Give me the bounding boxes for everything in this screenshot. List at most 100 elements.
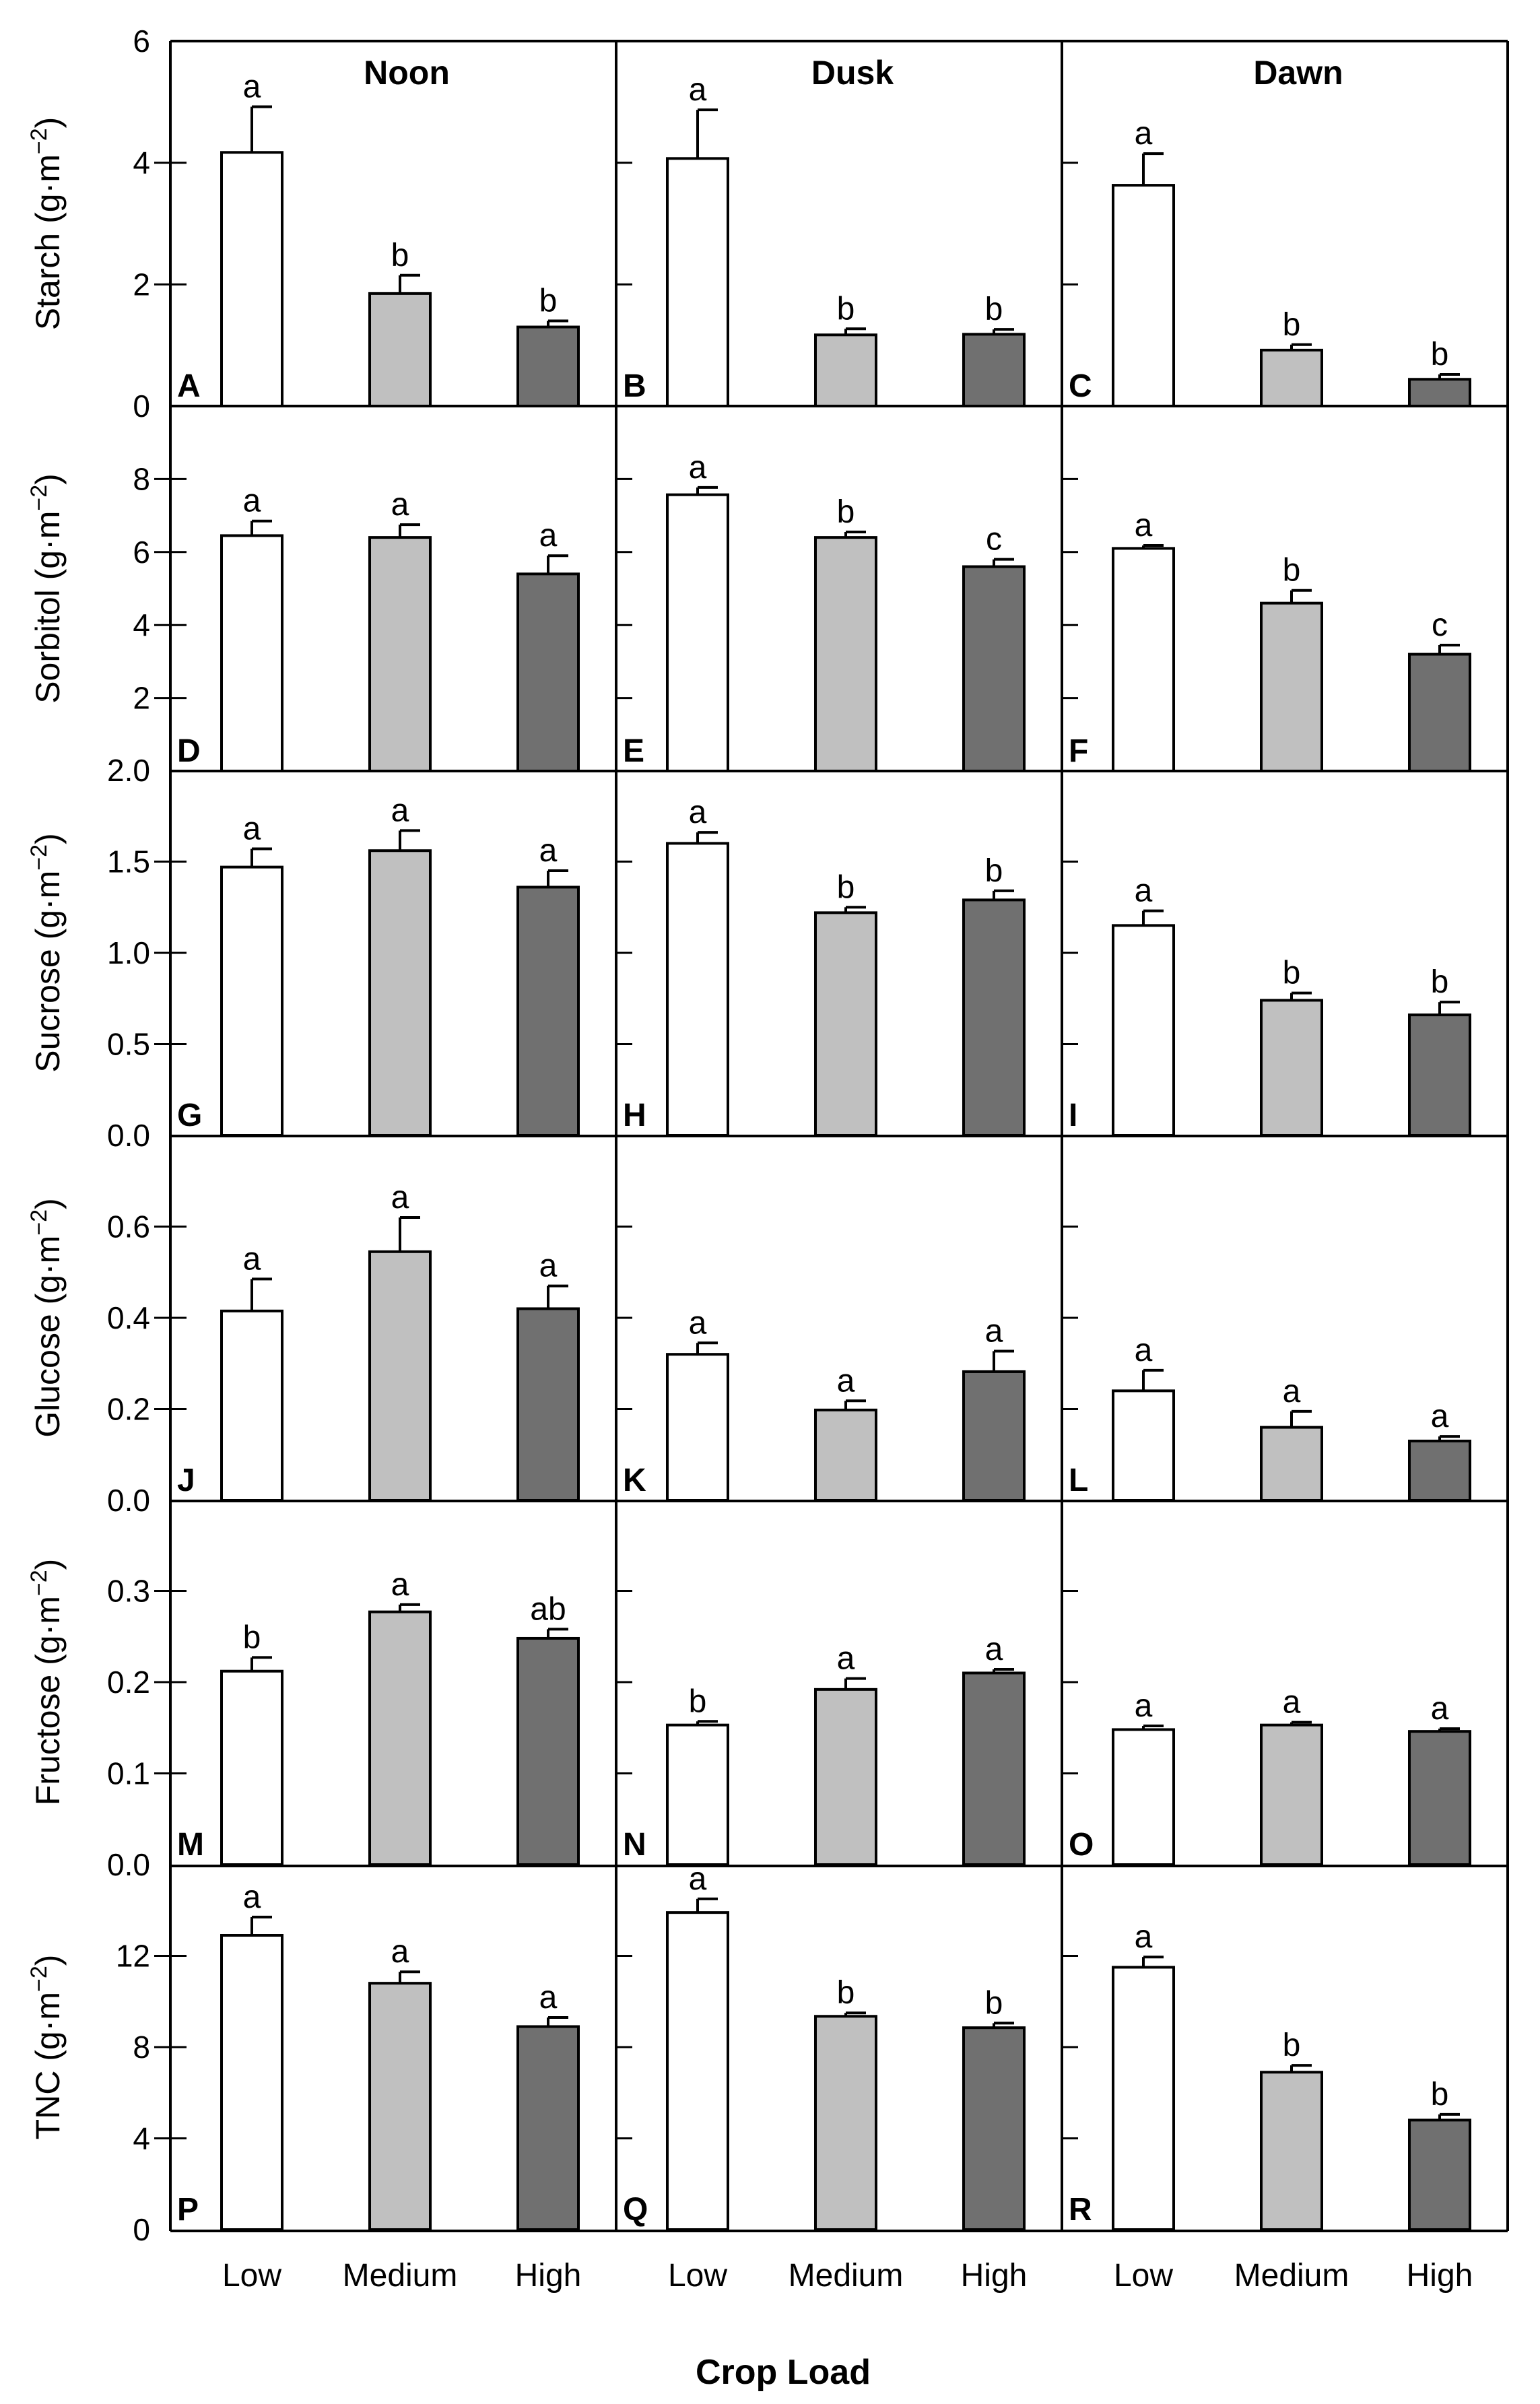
significance-letter: b: [1431, 2077, 1449, 2112]
bar-high: [1408, 1439, 1471, 1502]
panel-P: a a a P: [177, 1879, 580, 2231]
significance-letter: a: [391, 487, 409, 523]
y-axis-label-sorbitol: Sorbitol (g·m−2): [26, 473, 67, 704]
panel-letter: C: [1069, 368, 1092, 404]
panel-letter: B: [623, 368, 646, 404]
panel-letter: A: [177, 368, 201, 404]
panel-Q: ab bQ: [623, 1861, 1026, 2232]
panel-O: a a a O: [1069, 1685, 1471, 1867]
significance-letter: b: [985, 853, 1003, 889]
y-tick-label: 0.3: [107, 1574, 150, 1609]
y-tick-label: 4: [133, 145, 150, 180]
significance-letter: a: [539, 1248, 558, 1284]
bar-medium: [368, 1982, 432, 2231]
significance-letter: a: [837, 1363, 855, 1399]
bar-low: [1112, 1966, 1175, 2231]
y-tick-label: 1.5: [107, 844, 150, 879]
bar-low: [666, 493, 729, 772]
bar-high: [516, 1307, 580, 1502]
significance-letter: b: [837, 1975, 855, 2011]
panel-letter: G: [177, 1098, 202, 1133]
bar-low: [220, 865, 283, 1137]
panel-E: a b c E: [623, 450, 1026, 772]
bar-low: [220, 534, 283, 772]
bar-low: [220, 1309, 283, 1502]
y-axis-label-tnc: TNC (g·m−2): [26, 1955, 67, 2140]
y-axis-label-glucose: Glucose (g·m−2): [26, 1198, 67, 1438]
y-axis-label-close: ): [29, 1955, 67, 1966]
bar-low: [220, 151, 283, 407]
significance-letter: a: [1135, 116, 1153, 152]
significance-letter: b: [837, 869, 855, 905]
x-category-label: Low: [222, 2258, 281, 2294]
y-axis-label-fructose: Fructose (g·m−2): [26, 1559, 67, 1806]
panel-F: a b c F: [1069, 508, 1471, 772]
bar-high: [516, 325, 580, 408]
bar-medium: [1260, 1426, 1323, 1502]
significance-letter: b: [539, 283, 558, 319]
significance-letter: a: [1135, 1333, 1153, 1368]
bar-low: [1112, 1389, 1175, 1502]
x-axis-title: Crop Load: [696, 2353, 871, 2392]
panel-G: a a a G: [177, 793, 580, 1137]
y-tick-label: 0.5: [107, 1027, 150, 1062]
y-tick-label: 12: [116, 1939, 150, 1974]
bar-medium: [814, 1408, 877, 1502]
significance-letter: b: [1431, 337, 1449, 372]
bar-medium: [814, 333, 877, 407]
y-tick-label: 0.4: [107, 1300, 150, 1335]
significance-letter: b: [837, 494, 855, 530]
x-category-label: High: [961, 2258, 1028, 2294]
panel-letter: N: [623, 1827, 646, 1863]
significance-letter: a: [1283, 1685, 1301, 1721]
y-axis-label-close: ): [29, 833, 67, 844]
bar-low: [666, 157, 729, 408]
panel-D: a a a D: [177, 483, 580, 772]
bar-high: [962, 1370, 1026, 1502]
y-tick-label: 0.2: [107, 1392, 150, 1427]
panel-letter: D: [177, 733, 201, 769]
bar-high: [516, 2025, 580, 2231]
bar-medium: [1260, 1723, 1323, 1867]
significance-letter: a: [689, 1305, 707, 1341]
y-axis-label-exponent: −2: [26, 485, 52, 511]
significance-letter: a: [243, 811, 261, 847]
bar-low: [1112, 184, 1175, 407]
significance-letter: b: [1283, 956, 1301, 991]
y-tick-label: 0.0: [107, 1483, 150, 1518]
significance-letter: c: [986, 522, 1002, 558]
panel-K: a a a K: [623, 1305, 1026, 1502]
bar-medium: [1260, 348, 1323, 407]
significance-letter: b: [985, 1985, 1003, 2021]
y-axis-label-exponent: −2: [26, 128, 52, 154]
significance-letter: b: [837, 291, 855, 327]
y-axis-label-sucrose: Sucrose (g·m−2): [26, 833, 67, 1073]
panel-letter: P: [177, 2192, 199, 2228]
bar-medium: [1260, 2071, 1323, 2231]
significance-letter: a: [243, 483, 261, 519]
x-category-label: Low: [668, 2258, 727, 2294]
significance-letter: a: [1135, 873, 1153, 909]
bar-low: [666, 1911, 729, 2231]
y-tick-label: 6: [133, 24, 150, 59]
panel-letter: K: [623, 1463, 646, 1498]
x-category-label: Low: [1114, 2258, 1173, 2294]
bar-high: [516, 886, 580, 1137]
significance-letter: a: [689, 795, 707, 830]
column-header-dusk: Dusk: [811, 54, 894, 92]
bar-low: [666, 1353, 729, 1502]
y-tick-label: 2.0: [107, 753, 150, 788]
panel-letter: L: [1069, 1463, 1088, 1498]
panel-letter: R: [1069, 2192, 1092, 2228]
panel-letter: O: [1069, 1827, 1094, 1863]
y-tick-label: 0.0: [107, 1847, 150, 1882]
bar-medium: [368, 1610, 432, 1867]
column-header-noon: Noon: [364, 54, 450, 92]
y-tick-label: 8: [133, 461, 150, 496]
bar-high: [1408, 653, 1471, 772]
y-axis-label-text: Sucrose (g·m: [29, 871, 67, 1073]
significance-letter: a: [243, 1241, 261, 1277]
significance-letter: b: [1283, 307, 1301, 343]
significance-letter: a: [985, 1313, 1003, 1349]
